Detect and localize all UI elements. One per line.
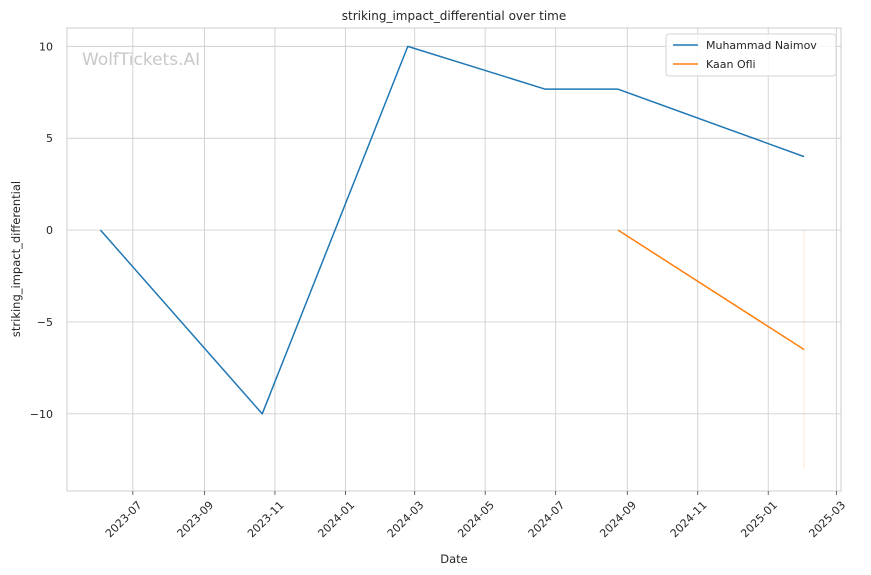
y-axis-title: striking_impact_differential: [9, 181, 23, 337]
legend-box: [665, 33, 837, 77]
plot-frame: [66, 27, 842, 492]
y-tick-label: 5: [46, 132, 53, 145]
series-lines: [99, 45, 805, 469]
y-tick-label: 0: [46, 224, 53, 237]
y-tick-labels: 10 5 0 −5 −10: [30, 40, 53, 420]
x-axis-title: Date: [440, 552, 468, 566]
series-line-muhammad-naimov: [99, 45, 805, 415]
legend-label-kaan-ofli: Kaan Ofli: [706, 58, 756, 71]
series-line-kaan-ofli: [617, 229, 805, 351]
legend-label-muhammad-naimov: Muhammad Naimov: [706, 39, 817, 52]
chart-title: striking_impact_differential over time: [342, 9, 567, 23]
watermark-text: WolfTickets.AI: [82, 50, 200, 70]
y-tick-label: −10: [30, 408, 53, 421]
y-tick-label: 10: [39, 40, 53, 53]
legend: Muhammad Naimov Kaan Ofli: [665, 33, 837, 77]
y-tick-label: −5: [37, 316, 53, 329]
grid-lines: [67, 28, 841, 491]
